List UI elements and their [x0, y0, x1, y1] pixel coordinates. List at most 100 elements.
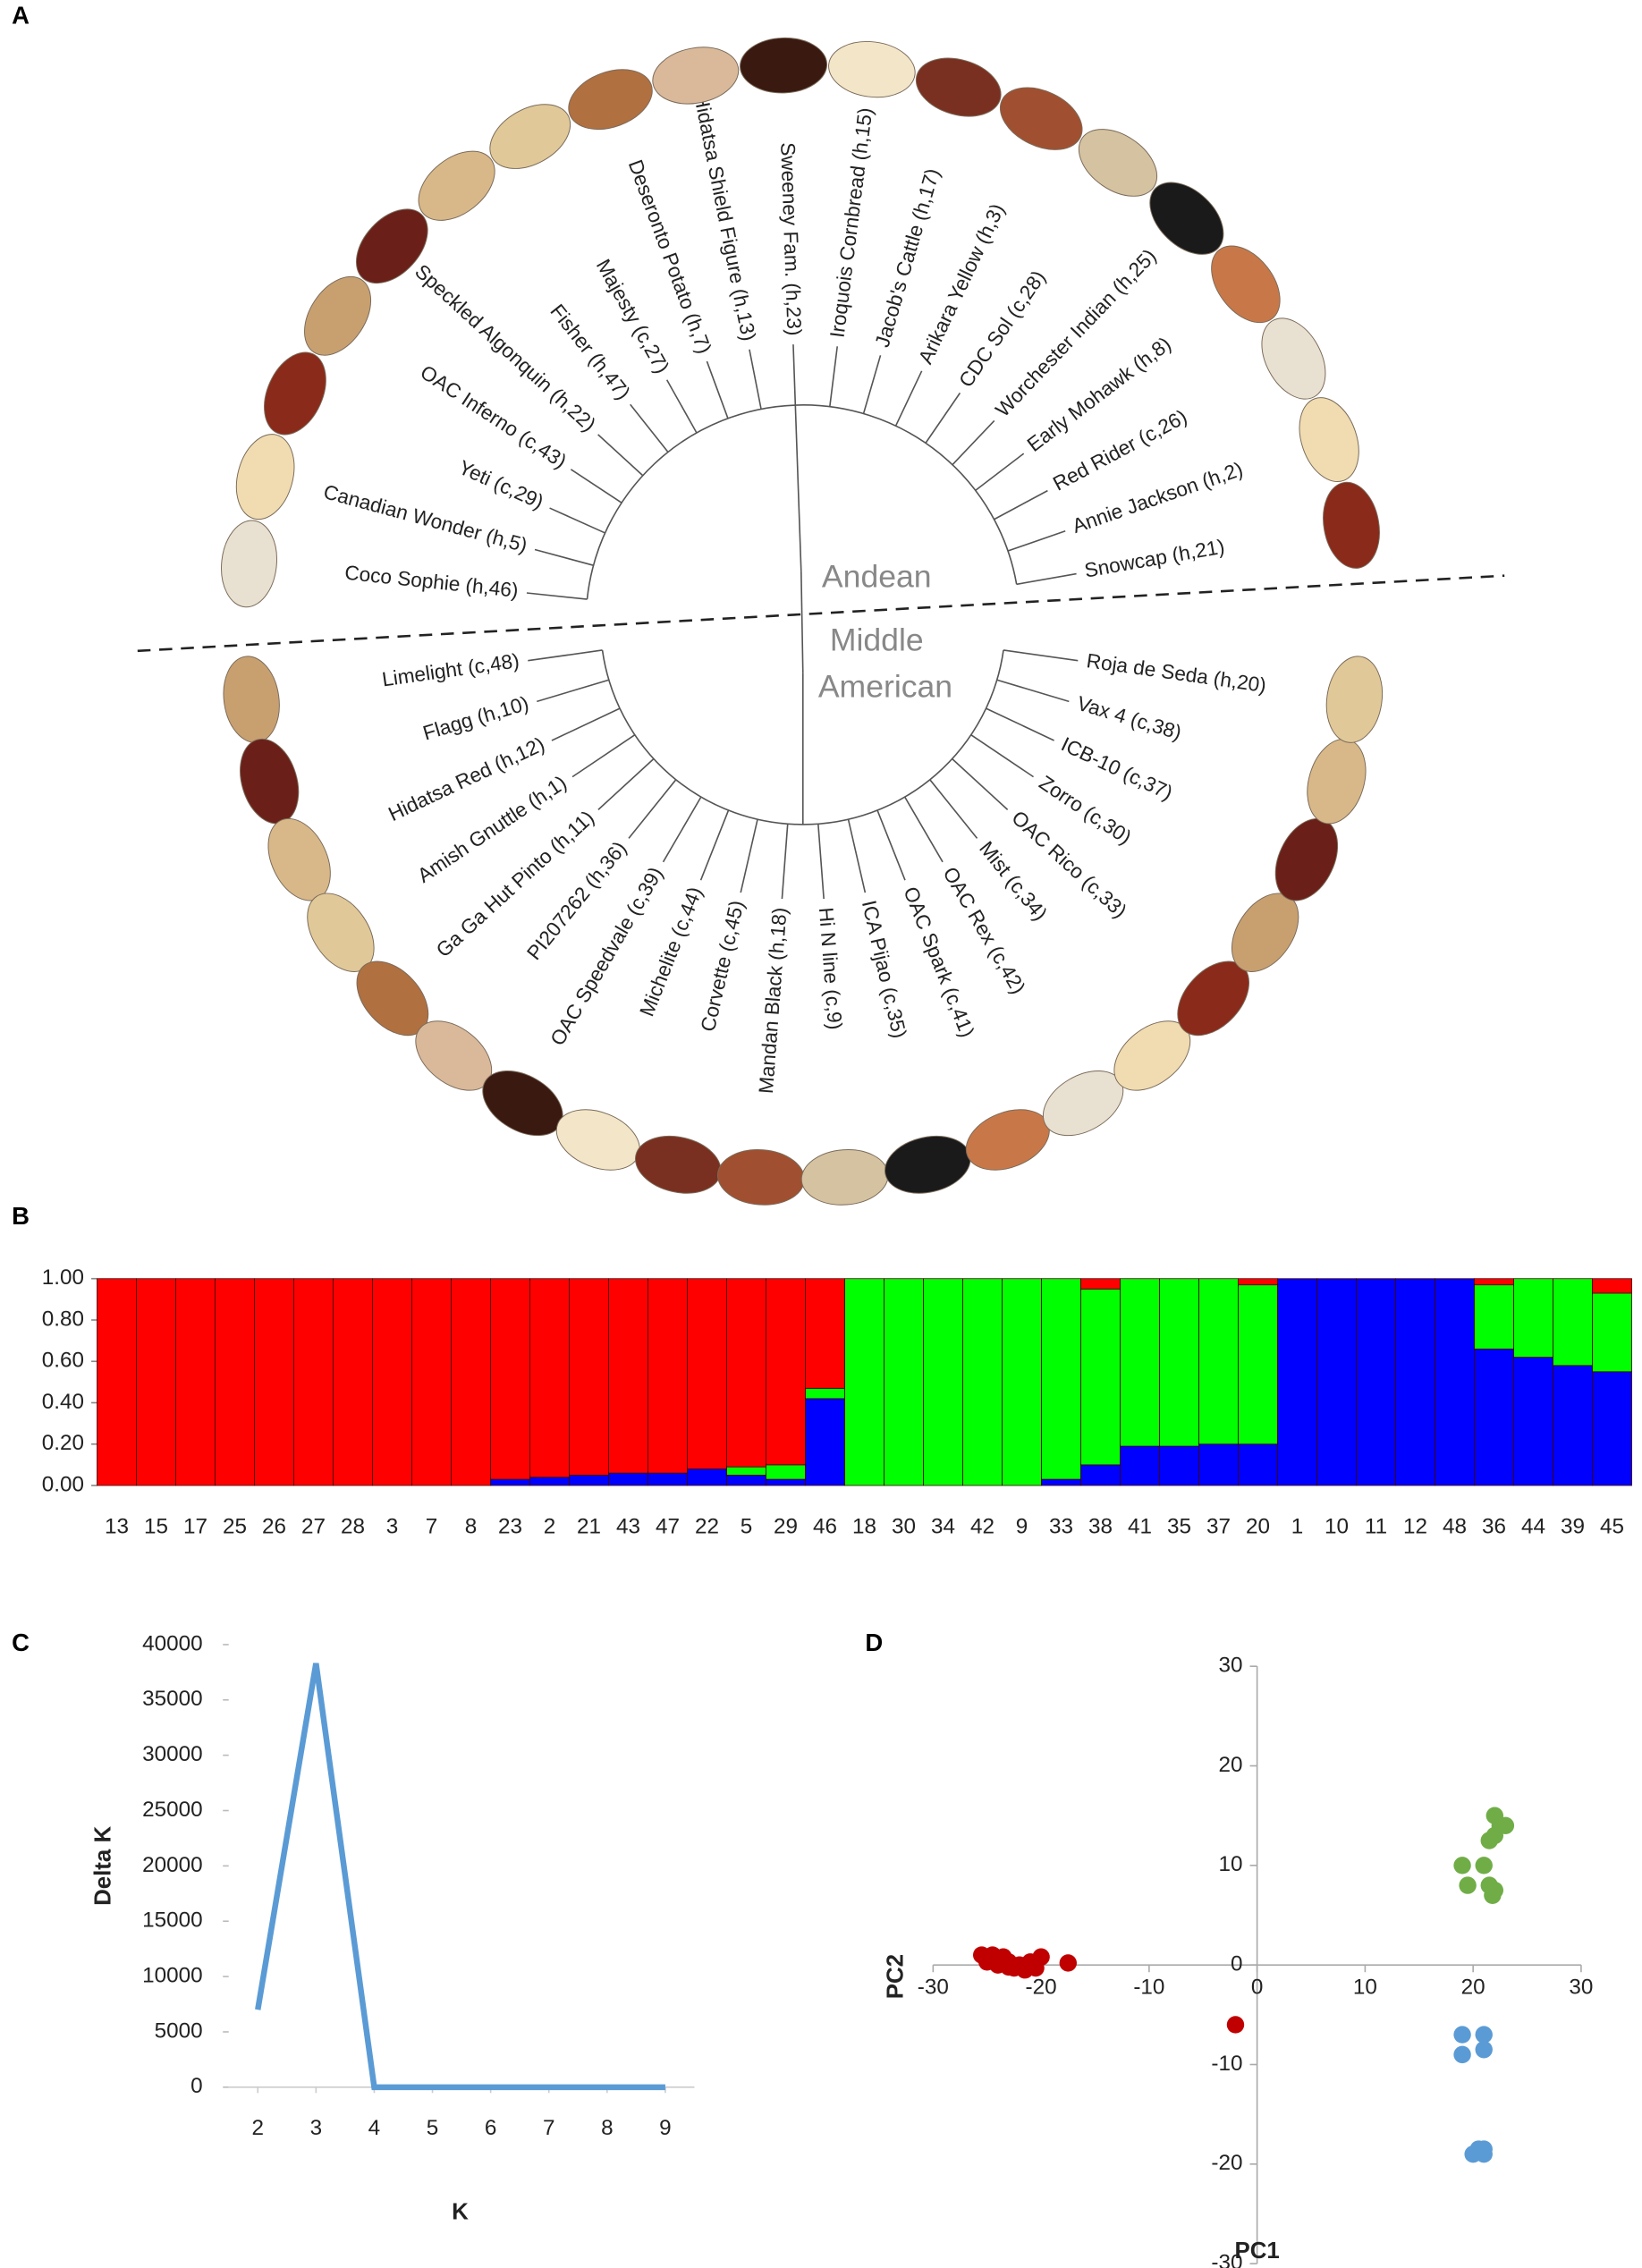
bean	[235, 434, 295, 520]
branch	[628, 779, 677, 839]
bar-segment	[97, 1278, 137, 1486]
bar-segment	[1592, 1278, 1632, 1294]
branch	[894, 370, 923, 427]
bar-segment	[805, 1398, 845, 1486]
x-tick-label: 21	[577, 1514, 601, 1538]
bean	[1325, 656, 1384, 743]
x-tick-label: 9	[659, 2116, 672, 2140]
y-tick-label: 30000	[142, 1742, 202, 1766]
y-tick-label: 10	[1218, 1852, 1242, 1876]
x-tick-label: 1	[1291, 1514, 1304, 1538]
branch	[597, 757, 655, 810]
branch	[970, 734, 1034, 778]
x-tick-label: 7	[543, 2116, 555, 2140]
bean	[652, 47, 740, 105]
bar-segment	[451, 1278, 491, 1486]
branch	[862, 355, 882, 414]
branch	[929, 779, 978, 839]
x-tick-label: 26	[262, 1514, 286, 1538]
x-tick-label: 6	[485, 2116, 497, 2140]
branch	[526, 592, 588, 600]
bar-segment	[1553, 1365, 1593, 1486]
y-tick-label: 0.20	[42, 1431, 84, 1455]
y-tick-label: 10000	[142, 1964, 202, 1988]
panel-label: D	[865, 1629, 883, 1656]
x-tick-label: 2	[251, 2116, 264, 2140]
leaf-label: Roja de Seda (h,20)	[1085, 649, 1267, 697]
bar-segment	[333, 1278, 373, 1486]
bar-segment	[1395, 1278, 1435, 1486]
bean	[555, 1109, 640, 1171]
branch	[534, 548, 594, 566]
branch-arc	[601, 649, 1004, 825]
y-tick-label: -30	[1211, 2251, 1242, 2268]
branch	[925, 392, 961, 444]
x-tick-label: 8	[465, 1514, 478, 1538]
branch	[792, 344, 797, 406]
x-tick-label: 20	[1246, 1514, 1270, 1538]
point	[1475, 2026, 1493, 2044]
bar-segment	[647, 1472, 688, 1486]
bar-segment	[844, 1278, 884, 1486]
point	[1453, 1857, 1471, 1874]
branch	[570, 469, 622, 504]
branch	[1003, 649, 1079, 662]
panel-label: C	[12, 1629, 30, 1656]
bean	[884, 1135, 971, 1194]
x-tick-label: 5	[741, 1514, 753, 1538]
branch	[904, 796, 944, 863]
bean	[1078, 129, 1158, 197]
bar-segment	[372, 1278, 412, 1486]
bar-segment	[1238, 1284, 1278, 1445]
bar-segment	[962, 1278, 1003, 1486]
x-tick-label: 47	[656, 1514, 680, 1538]
x-tick-label: 0	[1251, 1975, 1264, 1999]
x-tick-label: 28	[341, 1514, 365, 1538]
y-tick-label: 5000	[155, 2018, 203, 2043]
point	[1453, 2026, 1471, 2044]
branch	[952, 757, 1009, 810]
bean	[740, 37, 828, 94]
x-tick-label: 2	[544, 1514, 556, 1538]
bar-segment	[490, 1278, 530, 1480]
y-tick-label: 35000	[142, 1687, 202, 1711]
bean	[568, 69, 653, 131]
leaf-label: Vax 4 (c,38)	[1074, 692, 1183, 744]
branch	[817, 824, 825, 900]
x-tick-label: 10	[1353, 1975, 1377, 1999]
group-label: American	[818, 668, 952, 704]
leaf-label: Sweeney Fam. (h,23)	[776, 142, 806, 336]
branch	[829, 346, 839, 407]
point	[1475, 1857, 1493, 1874]
bar-segment	[884, 1278, 924, 1486]
bean	[1307, 738, 1367, 825]
leaf-label: Hi N line (c,9)	[815, 907, 846, 1031]
x-tick-label: 23	[498, 1514, 522, 1538]
point	[1475, 2041, 1493, 2059]
group-label: Middle	[830, 622, 924, 658]
point	[1032, 1948, 1050, 1966]
leaf-label: Coco Sophie (h,46)	[343, 562, 519, 602]
bar-segment	[923, 1278, 963, 1486]
y-tick-label: 1.00	[42, 1265, 84, 1290]
x-tick-label: 3	[310, 2116, 323, 2140]
bar-segment	[1474, 1278, 1514, 1286]
group-label: Andean	[822, 558, 932, 594]
x-tick-label: 46	[813, 1514, 837, 1538]
x-tick-label: 33	[1049, 1514, 1073, 1538]
x-tick-label: 48	[1443, 1514, 1467, 1538]
branch	[665, 379, 698, 434]
y-tick-label: 40000	[142, 1631, 202, 1655]
bar-segment	[726, 1278, 766, 1468]
y-tick-label: 0	[1231, 1952, 1243, 1976]
panel-label: B	[12, 1202, 30, 1230]
y-tick-label: 0.40	[42, 1390, 84, 1414]
branch	[740, 818, 758, 893]
point	[1459, 1876, 1477, 1894]
bar-segment	[1356, 1278, 1396, 1486]
leaf-label: Worchester Indian (h,25)	[991, 245, 1160, 421]
branch-arc	[586, 404, 1018, 600]
x-tick-label: 34	[931, 1514, 955, 1538]
leaf-label: Corvette (c,45)	[697, 898, 749, 1033]
